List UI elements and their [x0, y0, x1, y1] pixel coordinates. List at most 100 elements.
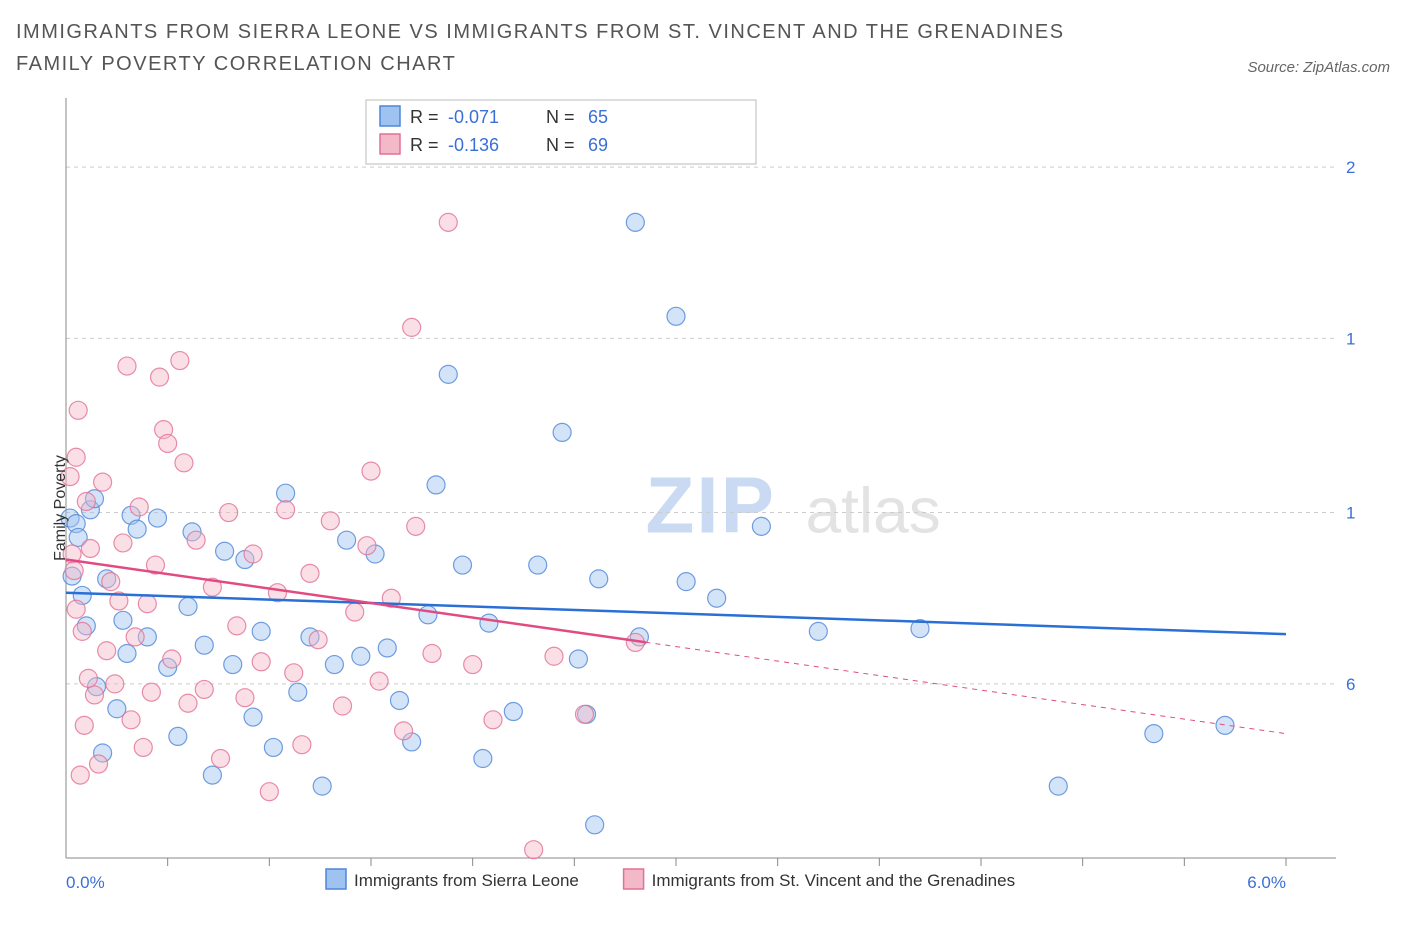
- data-point: [346, 603, 364, 621]
- data-point: [439, 213, 457, 231]
- data-point: [65, 562, 83, 580]
- data-point: [264, 738, 282, 756]
- data-point: [370, 672, 388, 690]
- data-point: [216, 542, 234, 560]
- data-point: [94, 473, 112, 491]
- y-tick-label: 6.3%: [1346, 675, 1356, 694]
- data-point: [224, 656, 242, 674]
- data-point: [81, 539, 99, 557]
- data-point: [362, 462, 380, 480]
- data-point: [195, 680, 213, 698]
- data-point: [569, 650, 587, 668]
- data-point: [128, 520, 146, 538]
- chart-container: Family Poverty ZIPatlas6.3%12.5%18.8%25.…: [16, 88, 1390, 928]
- data-point: [67, 600, 85, 618]
- data-point: [378, 639, 396, 657]
- data-point: [545, 647, 563, 665]
- x-tick-label: 6.0%: [1247, 873, 1286, 892]
- data-point: [85, 686, 103, 704]
- data-point: [118, 644, 136, 662]
- legend-n-label: N =: [546, 135, 575, 155]
- y-axis-label: Family Poverty: [52, 455, 70, 561]
- trend-line-extrapolated: [646, 642, 1287, 733]
- data-point: [553, 423, 571, 441]
- data-point: [118, 357, 136, 375]
- data-point: [586, 816, 604, 834]
- source-label: Source: ZipAtlas.com: [1247, 59, 1390, 80]
- data-point: [480, 614, 498, 632]
- legend-n-value: 69: [588, 135, 608, 155]
- data-point: [529, 556, 547, 574]
- data-point: [590, 570, 608, 588]
- data-point: [195, 636, 213, 654]
- legend-series-label: Immigrants from St. Vincent and the Gren…: [652, 871, 1015, 890]
- data-point: [525, 841, 543, 859]
- legend-r-value: -0.136: [448, 135, 499, 155]
- data-point: [244, 545, 262, 563]
- legend-r-label: R =: [410, 107, 439, 127]
- legend-r-value: -0.071: [448, 107, 499, 127]
- data-point: [169, 727, 187, 745]
- data-point: [334, 697, 352, 715]
- legend-series-label: Immigrants from Sierra Leone: [354, 871, 579, 890]
- data-point: [203, 766, 221, 784]
- data-point: [474, 750, 492, 768]
- chart-title: IMMIGRANTS FROM SIERRA LEONE VS IMMIGRAN…: [16, 16, 1136, 80]
- data-point: [163, 650, 181, 668]
- data-point: [419, 606, 437, 624]
- watermark-atlas: atlas: [806, 475, 941, 547]
- data-point: [439, 365, 457, 383]
- data-point: [313, 777, 331, 795]
- data-point: [260, 783, 278, 801]
- data-point: [358, 537, 376, 555]
- data-point: [130, 498, 148, 516]
- data-point: [179, 598, 197, 616]
- data-point: [77, 492, 95, 510]
- data-point: [134, 738, 152, 756]
- data-point: [138, 595, 156, 613]
- legend-n-value: 65: [588, 107, 608, 127]
- data-point: [212, 750, 230, 768]
- legend-n-label: N =: [546, 107, 575, 127]
- data-point: [75, 716, 93, 734]
- data-point: [289, 683, 307, 701]
- data-point: [142, 683, 160, 701]
- data-point: [98, 642, 116, 660]
- data-point: [73, 622, 91, 640]
- legend-swatch: [380, 134, 400, 154]
- data-point: [321, 512, 339, 530]
- data-point: [293, 736, 311, 754]
- x-tick-label: 0.0%: [66, 873, 105, 892]
- data-point: [1049, 777, 1067, 795]
- data-point: [285, 664, 303, 682]
- data-point: [159, 434, 177, 452]
- data-point: [252, 653, 270, 671]
- data-point: [390, 691, 408, 709]
- data-point: [325, 656, 343, 674]
- data-point: [187, 531, 205, 549]
- data-point: [352, 647, 370, 665]
- data-point: [708, 589, 726, 607]
- scatter-chart: ZIPatlas6.3%12.5%18.8%25.0%0.0%6.0%R = -…: [16, 88, 1356, 928]
- data-point: [403, 318, 421, 336]
- data-point: [90, 755, 108, 773]
- y-tick-label: 25.0%: [1346, 158, 1356, 177]
- data-point: [106, 675, 124, 693]
- data-point: [504, 703, 522, 721]
- data-point: [395, 722, 413, 740]
- data-point: [277, 501, 295, 519]
- data-point: [228, 617, 246, 635]
- data-point: [576, 705, 594, 723]
- data-point: [252, 622, 270, 640]
- data-point: [338, 531, 356, 549]
- data-point: [149, 509, 167, 527]
- data-point: [407, 517, 425, 535]
- data-point: [301, 564, 319, 582]
- data-point: [69, 401, 87, 419]
- legend-swatch: [326, 869, 346, 889]
- data-point: [752, 517, 770, 535]
- data-point: [126, 628, 144, 646]
- data-point: [175, 454, 193, 472]
- data-point: [1145, 725, 1163, 743]
- data-point: [484, 711, 502, 729]
